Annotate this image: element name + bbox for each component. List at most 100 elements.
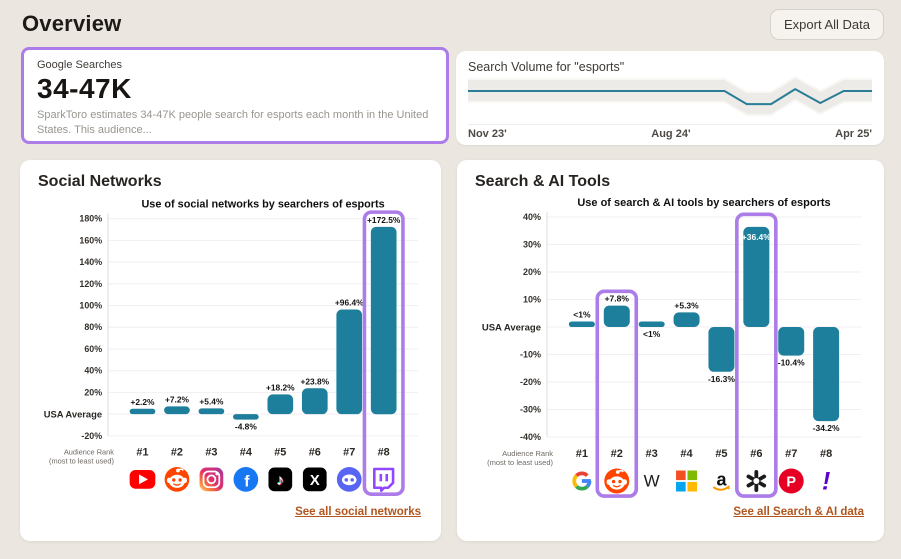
rank-label: #8 (378, 447, 390, 459)
bar-label: -4.8% (235, 421, 257, 431)
page-header: Overview Export All Data (0, 0, 901, 40)
google-searches-card[interactable]: Google Searches 34-47K SparkToro estimat… (21, 47, 449, 144)
svg-text:a: a (716, 470, 727, 490)
svg-text:20%: 20% (84, 387, 102, 397)
svg-text:♪: ♪ (277, 473, 284, 489)
svg-text:♪: ♪ (278, 474, 285, 490)
search-ai-tools-card-title: Search & AI Tools (475, 173, 611, 190)
svg-text:(most to least used): (most to least used) (49, 457, 114, 466)
bar-reddit (164, 406, 190, 415)
sparkline-label-end: Apr 25' (835, 128, 872, 140)
svg-text:♪: ♪ (276, 472, 283, 488)
svg-text:-20%: -20% (519, 377, 540, 387)
svg-text:-40%: -40% (519, 432, 540, 442)
reddit-icon (603, 468, 629, 494)
yahoo-icon: ! (821, 468, 829, 496)
openai-icon (746, 470, 766, 492)
bar-label: +36.4% (741, 232, 771, 242)
bar-yahoo (812, 327, 839, 422)
bar-label: <1% (643, 329, 661, 339)
svg-text:(most to least used): (most to least used) (487, 458, 553, 467)
charts-row: Social Networks Use of social networks b… (0, 145, 901, 541)
svg-text:80%: 80% (84, 322, 102, 332)
sparkline-line (468, 88, 872, 106)
rank-label: #7 (343, 447, 355, 459)
rank-label: #7 (785, 448, 797, 460)
sparkline-x-axis: Nov 23' Aug 24' Apr 25' (468, 124, 872, 140)
social-networks-card-title: Social Networks (38, 173, 162, 190)
pinterest-icon: P (778, 468, 804, 494)
rank-label: #5 (274, 447, 286, 459)
svg-text:40%: 40% (84, 366, 102, 376)
bar-google (568, 321, 595, 327)
search-volume-card: Search Volume for "esports" Nov 23' Aug … (456, 51, 884, 145)
instagram-icon (199, 467, 224, 492)
rank-label: #1 (575, 448, 587, 460)
x-icon: X (302, 467, 327, 492)
bar-label: -16.3% (707, 374, 734, 384)
tiktok-icon: ♪♪♪ (268, 467, 293, 492)
bar-youtube (129, 408, 156, 415)
rank-label: #1 (136, 447, 148, 459)
search-ai-tools-chart: Use of search & AI tools by searchers of… (468, 193, 873, 503)
youtube-icon (129, 469, 156, 489)
rank-label: #8 (819, 448, 831, 460)
svg-text:-20%: -20% (81, 431, 102, 441)
reddit-icon (164, 467, 190, 492)
bar-pinterest (777, 327, 804, 356)
svg-text:120%: 120% (79, 279, 102, 289)
bar-reddit (603, 305, 630, 327)
audience-rank-label: Audience Rank (64, 448, 114, 457)
svg-text:f: f (244, 473, 250, 490)
audience-rank-label: Audience Rank (502, 449, 553, 458)
svg-text:160%: 160% (79, 235, 102, 245)
chart-title: Use of search & AI tools by searchers of… (577, 197, 830, 209)
bar-wikipedia (638, 321, 665, 327)
svg-text:P: P (786, 475, 796, 491)
export-all-data-button[interactable]: Export All Data (770, 9, 884, 40)
bar-label: <1% (573, 310, 591, 320)
sparkline-svg (468, 75, 872, 117)
svg-text:X: X (310, 473, 320, 489)
svg-text:30%: 30% (522, 240, 540, 250)
rank-label: #2 (610, 448, 622, 460)
rank-label: #2 (171, 447, 183, 459)
svg-text:-30%: -30% (519, 405, 540, 415)
see-all-social-networks-link[interactable]: See all social networks (295, 506, 421, 518)
bar-microsoft (673, 312, 700, 327)
social-networks-card: Social Networks Use of social networks b… (20, 160, 441, 541)
bar-label: +5.4% (199, 396, 224, 406)
sparkline-label-mid: Aug 24' (651, 128, 691, 140)
bar-label: +5.3% (674, 300, 699, 310)
bar-label: -34.2% (812, 423, 839, 433)
bar-x (301, 388, 328, 415)
highlight-box (594, 289, 638, 498)
usa-average-tick: USA Average (44, 410, 102, 420)
svg-text:180%: 180% (79, 214, 102, 224)
bar-label: +172.5% (367, 215, 401, 225)
rank-label: #4 (240, 447, 252, 459)
google-icon (571, 471, 591, 491)
bar-facebook (233, 414, 259, 420)
svg-text:10%: 10% (522, 295, 540, 305)
rank-label: #4 (680, 448, 693, 460)
google-searches-description: SparkToro estimates 34-47K people search… (37, 109, 429, 136)
rank-label: #5 (715, 448, 727, 460)
rank-label: #3 (205, 447, 217, 459)
social-chart-svg: Use of social networks by searchers of e… (44, 199, 419, 496)
see-all-search-ai-data-link[interactable]: See all Search & AI data (733, 506, 864, 518)
svg-text:-10%: -10% (519, 350, 540, 360)
bar-label: +23.8% (300, 376, 329, 386)
sparkline-band (468, 77, 872, 116)
bar-label: +18.2% (266, 382, 295, 392)
bar-label: +2.2% (130, 397, 155, 407)
summary-row: Google Searches 34-47K SparkToro estimat… (0, 40, 901, 145)
svg-text:W: W (643, 472, 659, 491)
search-volume-title: Search Volume for "esports" (468, 60, 625, 74)
amazon-icon: a (712, 470, 730, 491)
bar-label: +96.4% (335, 298, 364, 308)
svg-text:60%: 60% (84, 344, 102, 354)
rank-label: #6 (750, 448, 762, 460)
chart-title: Use of social networks by searchers of e… (141, 199, 384, 211)
